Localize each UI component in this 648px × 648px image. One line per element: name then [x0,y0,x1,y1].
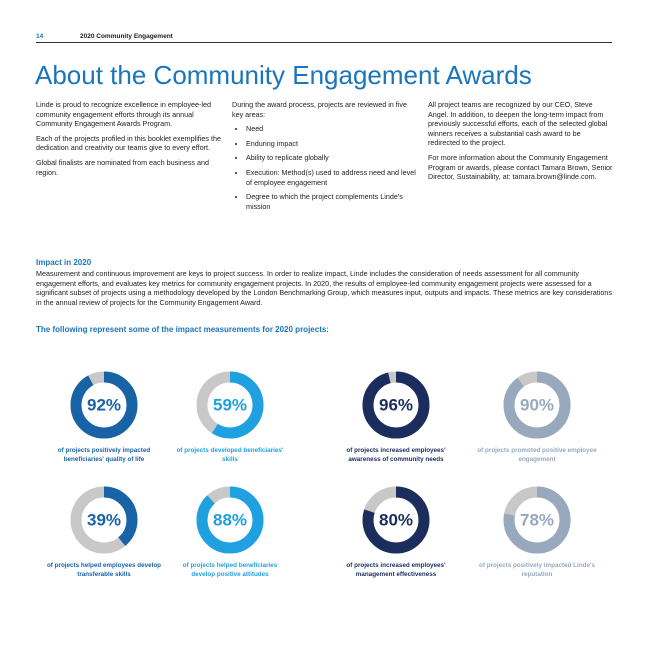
donut-label: 39% [87,510,121,529]
bullet-item: Need [246,124,417,134]
donut-caption: of projects helped beneficiaries develop… [182,562,278,578]
impact-text: Measurement and continuous improvement a… [36,269,612,307]
bullet-item: Execution: Method(s) used to address nee… [246,168,417,187]
donut-label: 92% [87,395,121,414]
impact-heading: Impact in 2020 [36,258,92,267]
donut-arc [503,371,571,439]
text-column: Linde is proud to recognize excellence i… [36,100,221,182]
donut-label: 78% [520,510,554,529]
paragraph: Linde is proud to recognize excellence i… [36,100,212,129]
donut-caption: of projects promoted positive employee e… [477,447,597,463]
donut-label: 96% [379,395,413,414]
header-rule [36,42,612,43]
text-column: All project teams are recognized by our … [428,100,613,187]
donut-arc [70,371,138,439]
donut-arc [362,486,430,554]
donut-label: 88% [213,510,247,529]
donut-label: 59% [213,395,247,414]
page-number: 14 [36,33,44,40]
bullet-item: Enduring impact [246,139,417,149]
title: About the Community Engagement Awards [35,60,532,90]
paragraph: All project teams are recognized by our … [428,100,608,148]
donut-label: 90% [520,395,554,414]
donut-arc [196,486,264,554]
bullet-item: Ability to replicate globally [246,153,417,163]
donut-arc [362,371,430,439]
donut-caption: of projects developed beneficiaries' ski… [176,447,284,463]
paragraph: For more information about the Community… [428,152,613,182]
donut-arc [503,486,571,554]
donut-arc [196,371,264,439]
impact-subheading: The following represent some of the impa… [36,325,329,334]
donut-caption: of projects increased employees' awarene… [346,447,446,463]
donut-caption: of projects positively impacted benefici… [57,447,151,463]
paragraph: Each of the projects profiled in this bo… [36,133,221,153]
text-column: During the award process, projects are r… [232,100,417,216]
section-name: 2020 Community Engagement [80,33,173,40]
paragraph: Global finalists are nominated from each… [36,157,209,177]
paragraph: During the award process, projects are r… [232,100,407,119]
donut-caption: of projects positively impacted Linde's … [479,562,595,578]
bullet-item: Degree to which the project complements … [246,192,417,211]
bullet-list: Need Enduring impact Ability to replicate … [232,124,417,211]
donut-label: 80% [379,510,413,529]
donut-arc [70,486,138,554]
donut-caption: of projects helped employees develop tra… [46,562,162,578]
donut-caption: of projects increased employees' managem… [346,562,446,578]
